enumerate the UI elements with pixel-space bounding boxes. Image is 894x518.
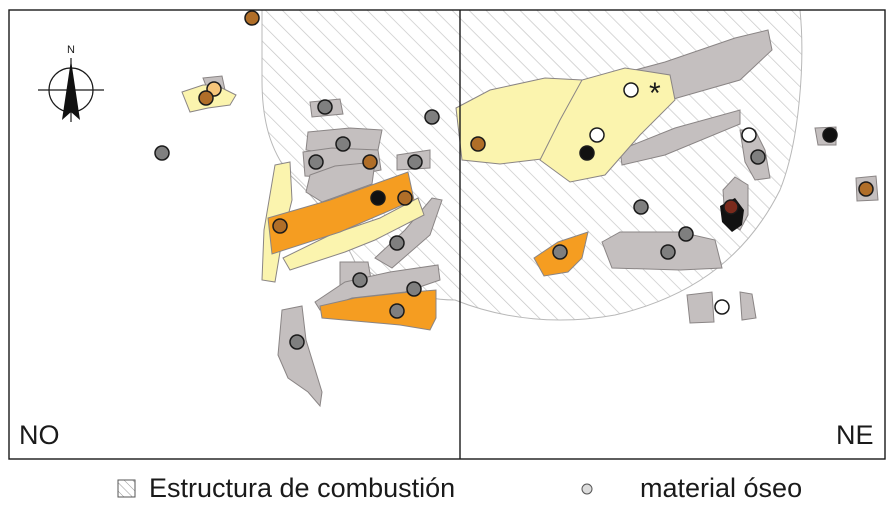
map-frame [8,9,886,460]
asterisk-annotation: * [649,77,661,110]
marker-grey [633,199,649,215]
north-arrow-icon: N [38,44,104,122]
quadrant-label-ne: NE [836,420,874,450]
bone-markers [154,10,874,350]
marker-brown [858,181,874,197]
marker-grey [389,235,405,251]
grey-patch [619,109,741,166]
marker-brown [272,218,288,234]
marker-black [579,145,595,161]
legend-bone-swatch [581,483,593,495]
marker-grey [289,334,305,350]
marker-white [714,299,730,315]
marker-grey [389,303,405,319]
marker-grey [308,154,324,170]
marker-brown [244,10,260,26]
quadrant-label-no: NO [19,420,60,450]
legend-label-combustion: Estructura de combustión [149,473,455,503]
legend-hatch-swatch [117,479,136,498]
legend-label-bone: material óseo [640,473,802,503]
marker-black [822,127,838,143]
legend: Estructura de combustión material óseo [117,473,802,503]
marker-black [370,190,386,206]
marker-dark-red [723,199,739,215]
marker-brown [362,154,378,170]
marker-grey [407,154,423,170]
marker-grey [335,136,351,152]
marker-brown [397,190,413,206]
marker-grey [317,99,333,115]
marker-grey [660,244,676,260]
marker-grey [406,281,422,297]
marker-brown [470,136,486,152]
grey-patch [305,161,376,203]
north-label: N [67,44,75,56]
marker-grey [352,272,368,288]
marker-grey [552,244,568,260]
marker-grey [424,109,440,125]
marker-white [741,127,757,143]
marker-white [589,127,605,143]
grey-patch [374,197,443,269]
marker-white [623,82,639,98]
marker-grey [154,145,170,161]
marker-grey [678,226,694,242]
yellow-patch [539,67,676,183]
grey-patch [686,291,715,324]
grey-patches [202,29,879,408]
grey-patch [277,305,323,408]
yellow-patches [181,67,676,283]
marker-grey [750,149,766,165]
orange-patch [319,289,437,331]
grey-patch [739,291,757,321]
marker-brown [198,90,214,106]
